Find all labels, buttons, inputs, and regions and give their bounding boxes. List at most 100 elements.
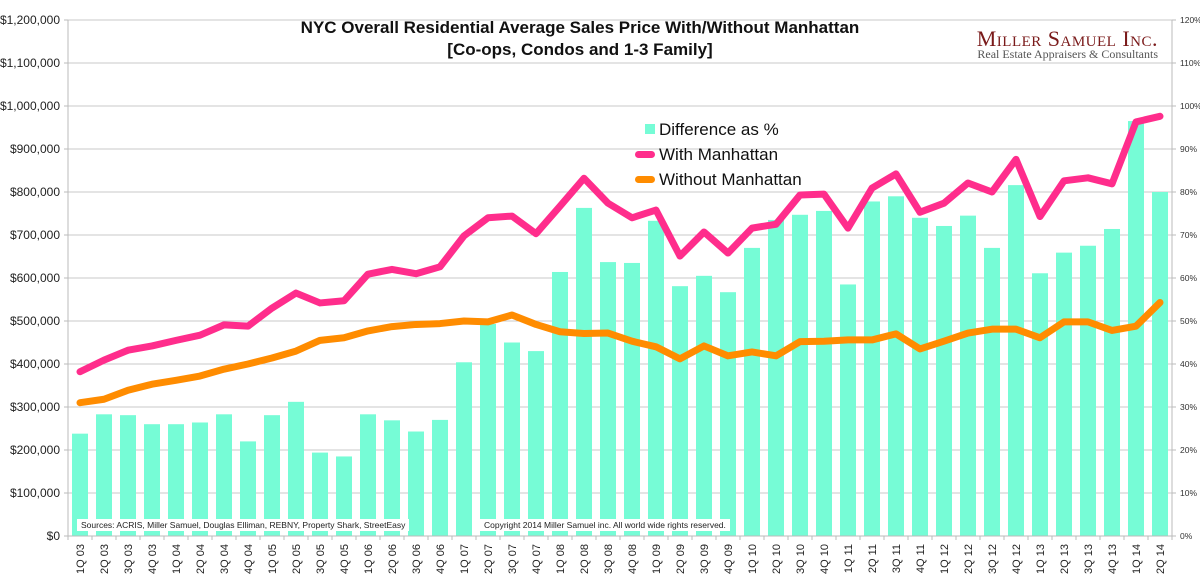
point-without-manhattan — [319, 339, 321, 341]
bar-difference-pct — [648, 220, 664, 536]
point-with-manhattan — [271, 307, 273, 309]
sources-note: Sources: ACRIS, Miller Samuel, Douglas E… — [77, 519, 410, 531]
left-axis-tick-label: $500,000 — [10, 314, 60, 328]
bar-difference-pct — [456, 362, 472, 536]
bar-difference-pct — [840, 284, 856, 536]
left-axis-tick-label: $300,000 — [10, 400, 60, 414]
point-without-manhattan — [559, 331, 561, 333]
legend-item-without-manhattan: Without Manhattan — [635, 167, 802, 192]
x-axis-tick-label: 4Q 08 — [627, 544, 639, 574]
line-without-manhattan — [76, 299, 1164, 407]
point-with-manhattan — [367, 273, 369, 275]
point-without-manhattan — [127, 389, 129, 391]
point-without-manhattan — [271, 357, 273, 359]
x-axis-tick-label: 3Q 08 — [603, 544, 615, 574]
bar-difference-pct — [720, 292, 736, 536]
point-with-manhattan — [199, 334, 201, 336]
x-axis-tick-label: 3Q 13 — [1083, 544, 1095, 574]
x-axis-tick-label: 1Q 12 — [939, 544, 951, 574]
copyright-note: Copyright 2014 Miller Samuel inc. All wo… — [480, 519, 730, 531]
bar-difference-pct — [408, 431, 424, 536]
point-with-manhattan — [1039, 216, 1041, 218]
point-with-manhattan — [727, 252, 729, 254]
left-axis-tick-label: $700,000 — [10, 228, 60, 242]
bar-difference-pct — [312, 452, 328, 536]
point-with-manhattan — [799, 194, 801, 196]
left-axis-tick-label: $1,100,000 — [0, 56, 60, 70]
x-axis-tick-label: 4Q 09 — [723, 544, 735, 574]
x-axis-tick-label: 4Q 06 — [435, 544, 447, 574]
point-with-manhattan — [919, 211, 921, 213]
point-without-manhattan — [583, 332, 585, 334]
legend-item-difference: Difference as % — [645, 117, 802, 142]
bar-difference-pct — [264, 415, 280, 536]
left-axis-tick-label: $0 — [47, 529, 61, 543]
bar-difference-pct — [576, 207, 592, 536]
point-with-manhattan — [655, 209, 657, 211]
point-with-manhattan — [511, 215, 513, 217]
right-axis-tick-label: 60% — [1180, 273, 1197, 283]
bar-difference-pct — [624, 262, 640, 536]
bar-difference-pct — [240, 441, 256, 536]
point-without-manhattan — [535, 323, 537, 325]
bar-difference-pct — [336, 456, 352, 536]
point-with-manhattan — [631, 217, 633, 219]
right-axis-tick-label: 120% — [1180, 15, 1200, 25]
point-without-manhattan — [1111, 329, 1113, 331]
point-without-manhattan — [511, 314, 513, 316]
point-without-manhattan — [871, 339, 873, 341]
bar-difference-pct — [912, 217, 928, 537]
x-axis-tick-label: 1Q 14 — [1131, 544, 1143, 574]
x-axis-tick-label: 3Q 05 — [315, 544, 327, 574]
left-axis-tick-label: $1,000,000 — [0, 99, 60, 113]
point-without-manhattan — [367, 330, 369, 332]
right-axis-tick-label: 90% — [1180, 144, 1197, 154]
bar-difference-pct — [528, 351, 544, 536]
x-axis-tick-label: 2Q 14 — [1155, 544, 1167, 574]
point-with-manhattan — [223, 324, 225, 326]
point-without-manhattan — [655, 346, 657, 348]
point-without-manhattan — [751, 351, 753, 353]
x-axis-tick-label: 3Q 06 — [411, 544, 423, 574]
legend: Difference as % With Manhattan Without M… — [635, 117, 802, 192]
right-axis-tick-label: 20% — [1180, 445, 1197, 455]
x-axis-tick-label: 1Q 05 — [267, 544, 279, 574]
point-without-manhattan — [295, 350, 297, 352]
legend-item-with-manhattan: With Manhattan — [635, 142, 802, 167]
lines — [76, 112, 1164, 407]
left-axis-tick-label: $100,000 — [10, 486, 60, 500]
point-with-manhattan — [151, 345, 153, 347]
bar-difference-pct — [696, 275, 712, 536]
bar-difference-pct — [1032, 273, 1048, 536]
bar-difference-pct — [1104, 228, 1120, 537]
bar-difference-pct — [360, 414, 376, 536]
point-with-manhattan — [103, 359, 105, 361]
bar-difference-pct — [72, 433, 88, 536]
bar-difference-pct — [552, 271, 568, 536]
point-with-manhattan — [559, 205, 561, 207]
point-without-manhattan — [175, 379, 177, 381]
right-axis-tick-label: 110% — [1180, 58, 1200, 68]
bar-difference-pct — [816, 210, 832, 537]
chart-title: NYC Overall Residential Average Sales Pr… — [300, 18, 860, 37]
point-with-manhattan — [1063, 180, 1065, 182]
right-axis-tick-label: 70% — [1180, 230, 1197, 240]
point-with-manhattan — [79, 371, 81, 373]
point-with-manhattan — [1087, 177, 1089, 179]
point-without-manhattan — [727, 355, 729, 357]
bar-difference-pct — [1056, 252, 1072, 536]
point-without-manhattan — [799, 341, 801, 343]
right-axis-tick-label: 50% — [1180, 316, 1197, 326]
point-without-manhattan — [607, 332, 609, 334]
point-without-manhattan — [415, 323, 417, 325]
x-axis-tick-label: 1Q 06 — [363, 544, 375, 574]
right-axis-tick-label: 10% — [1180, 488, 1197, 498]
bar-difference-pct — [960, 215, 976, 536]
bar-difference-pct — [888, 196, 904, 537]
point-without-manhattan — [487, 321, 489, 323]
point-without-manhattan — [439, 323, 441, 325]
point-with-manhattan — [871, 187, 873, 189]
point-without-manhattan — [1087, 321, 1089, 323]
point-without-manhattan — [847, 339, 849, 341]
